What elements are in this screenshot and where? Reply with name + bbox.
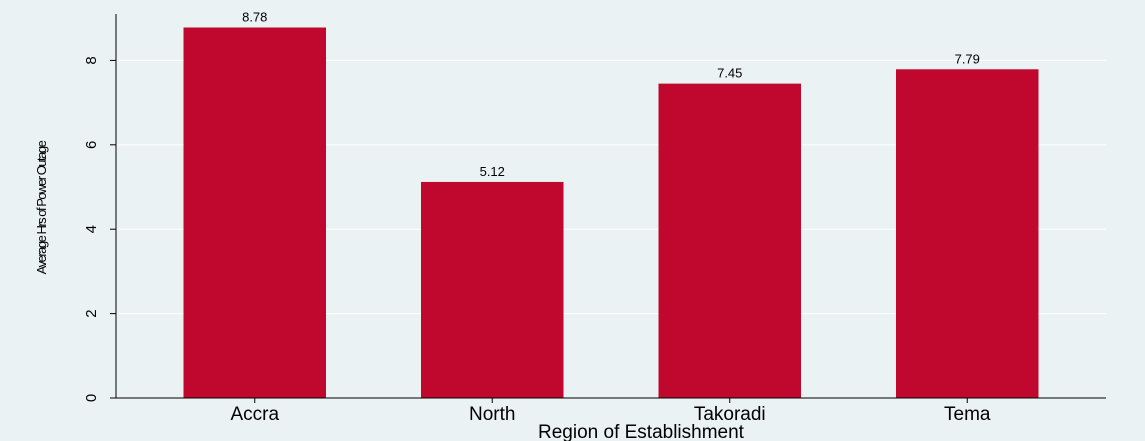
x-tick-label: Tema bbox=[944, 404, 991, 425]
axes bbox=[110, 14, 1106, 403]
y-tick-label: 6 bbox=[83, 141, 100, 149]
bar-value-label: 7.45 bbox=[717, 66, 742, 81]
bar bbox=[896, 69, 1039, 399]
bar bbox=[658, 83, 801, 398]
x-tick-label: Accra bbox=[230, 404, 279, 425]
y-tick-label: 8 bbox=[83, 56, 100, 64]
bar-value-label: 7.79 bbox=[955, 51, 980, 66]
bar bbox=[421, 181, 564, 398]
y-tick-label: 2 bbox=[83, 309, 100, 317]
y-axis-title: Average Hrs of Power Outage bbox=[34, 140, 49, 274]
labels: 0 2 4 6 8 8.78 Accra 5.12 North 7.45 Takoradi 7.79 T… bbox=[83, 10, 991, 425]
x-axis-title: Region of Establishment bbox=[538, 422, 745, 441]
bars bbox=[183, 27, 1039, 399]
x-tick-label: North bbox=[469, 404, 515, 425]
y-tick-label: 0 bbox=[83, 394, 100, 402]
bar-value-label: 5.12 bbox=[480, 164, 505, 179]
y-tick-label: 4 bbox=[83, 225, 100, 233]
x-tick-label: Takoradi bbox=[694, 404, 766, 425]
bar bbox=[183, 27, 326, 398]
bar-value-label: 8.78 bbox=[242, 10, 267, 25]
